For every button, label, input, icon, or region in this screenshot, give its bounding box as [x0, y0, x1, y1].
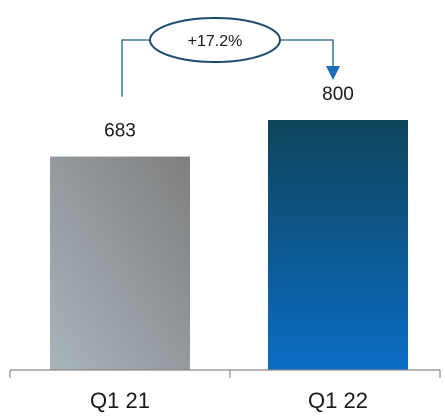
value-label-q1-21: 683 — [104, 121, 136, 142]
bar-q1-22 — [268, 120, 408, 370]
bar-q1-21 — [50, 156, 190, 370]
x-tick-label-q1-22: Q1 22 — [308, 388, 368, 413]
growth-label: +17.2% — [188, 33, 243, 50]
value-label-q1-22: 800 — [322, 84, 354, 105]
connector-right — [280, 39, 334, 68]
labels-layer: 683 Q1 21 800 Q1 22 — [90, 84, 368, 413]
x-axis — [9, 369, 441, 378]
growth-annotation: +17.2% — [121, 17, 340, 97]
bars-layer — [50, 120, 408, 370]
arrow-down-icon — [326, 66, 340, 80]
growth-ellipse — [149, 17, 281, 63]
connector-left — [121, 39, 150, 97]
x-tick-label-q1-21: Q1 21 — [90, 388, 150, 413]
